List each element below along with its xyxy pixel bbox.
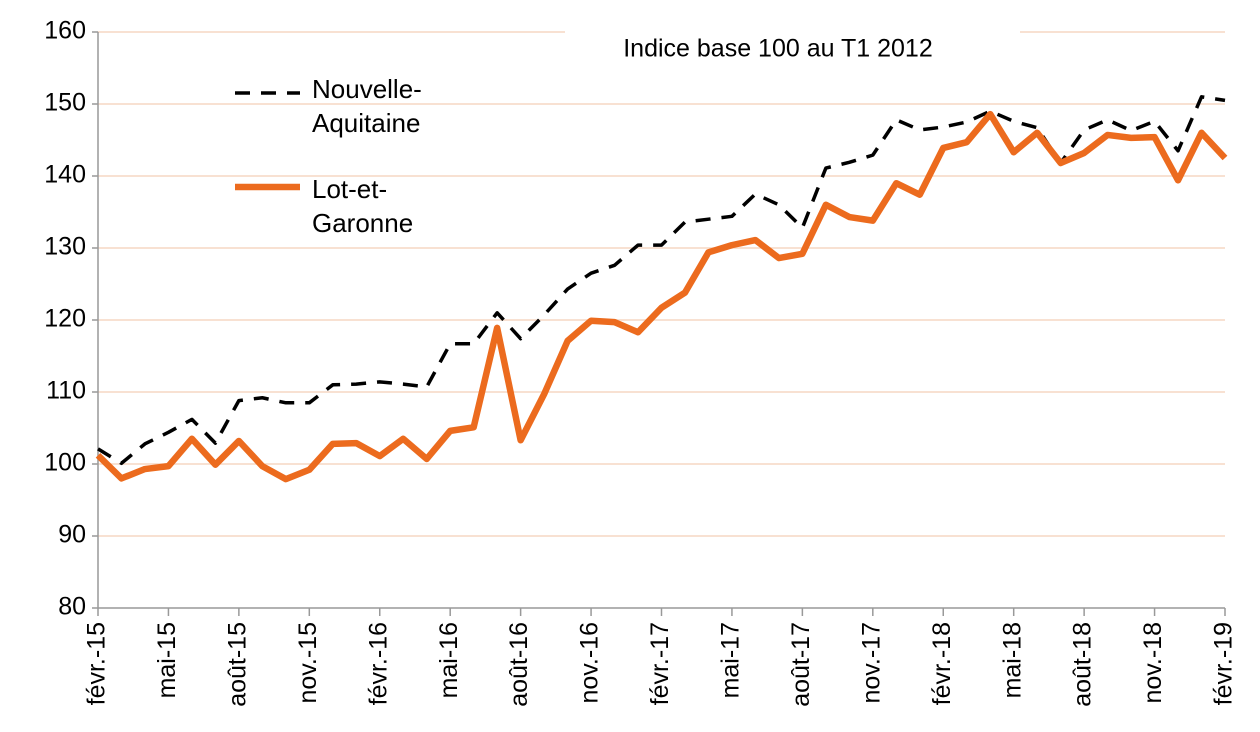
x-tick-label: févr.-16 — [364, 622, 392, 705]
y-tick-label: 120 — [44, 305, 86, 333]
x-tick-label: févr.-17 — [646, 622, 674, 705]
x-tick-label: mai-17 — [717, 622, 745, 698]
y-tick-label: 150 — [44, 89, 86, 117]
y-tick-label: 100 — [44, 449, 86, 477]
x-tick-label: févr.-19 — [1210, 622, 1238, 705]
x-tick-label: nov.-17 — [857, 622, 885, 704]
x-tick-label: août-16 — [505, 622, 533, 707]
y-tick-label: 140 — [44, 161, 86, 189]
x-tick-label: août-17 — [787, 622, 815, 707]
title-background — [565, 20, 1020, 80]
x-tick-label: mai-15 — [153, 622, 181, 698]
x-tick-label: nov.-18 — [1139, 622, 1167, 704]
x-tick-label: mai-16 — [435, 622, 463, 698]
x-tick-label: mai-18 — [998, 622, 1026, 698]
x-tick-label: août-18 — [1069, 622, 1097, 707]
y-tick-label: 90 — [58, 521, 86, 549]
x-tick-label: févr.-18 — [928, 622, 956, 705]
y-tick-label: 160 — [44, 17, 86, 45]
chart-title: Indice base 100 au T1 2012 — [623, 35, 933, 63]
x-tick-label: nov.-16 — [576, 622, 604, 704]
x-tick-label: août-15 — [223, 622, 251, 707]
legend-label: Nouvelle-Aquitaine — [312, 74, 422, 138]
x-tick-label: févr.-15 — [83, 622, 111, 705]
y-tick-label: 110 — [46, 377, 86, 405]
y-tick-label: 130 — [44, 233, 86, 261]
series-line — [95, 110, 1228, 483]
series-line — [97, 95, 1226, 466]
legend-label: Lot-et-Garonne — [312, 174, 414, 238]
y-tick-label: 80 — [58, 593, 86, 621]
x-tick-label: nov.-15 — [294, 622, 322, 704]
